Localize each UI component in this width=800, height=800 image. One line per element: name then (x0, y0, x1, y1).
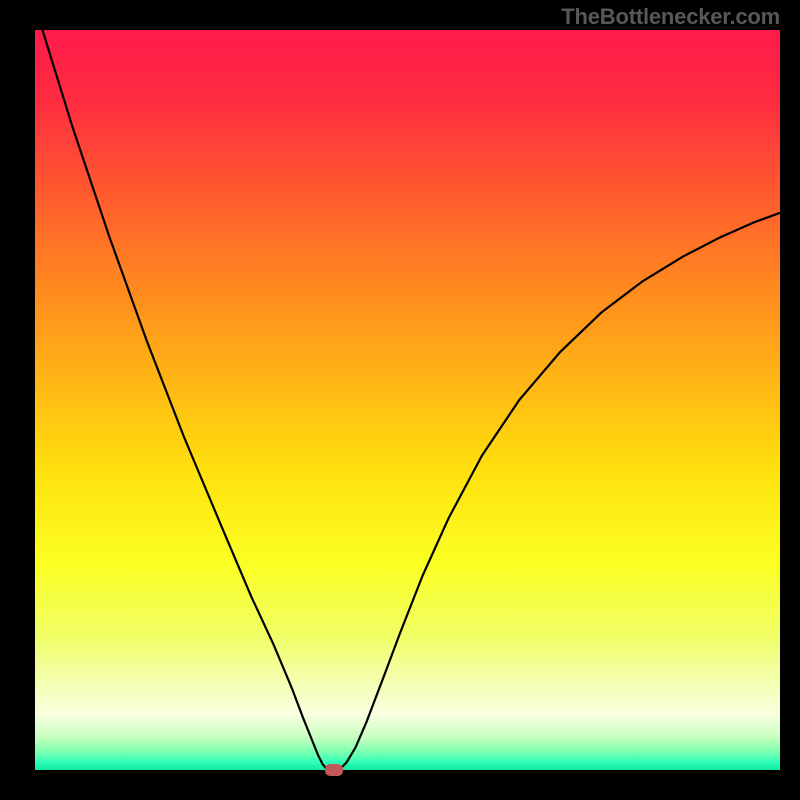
plot-area (35, 30, 780, 770)
watermark-text: TheBottlenecker.com (561, 4, 780, 30)
bottleneck-curve (35, 30, 780, 770)
optimal-point-marker (325, 764, 343, 776)
chart-frame: TheBottlenecker.com (0, 0, 800, 800)
